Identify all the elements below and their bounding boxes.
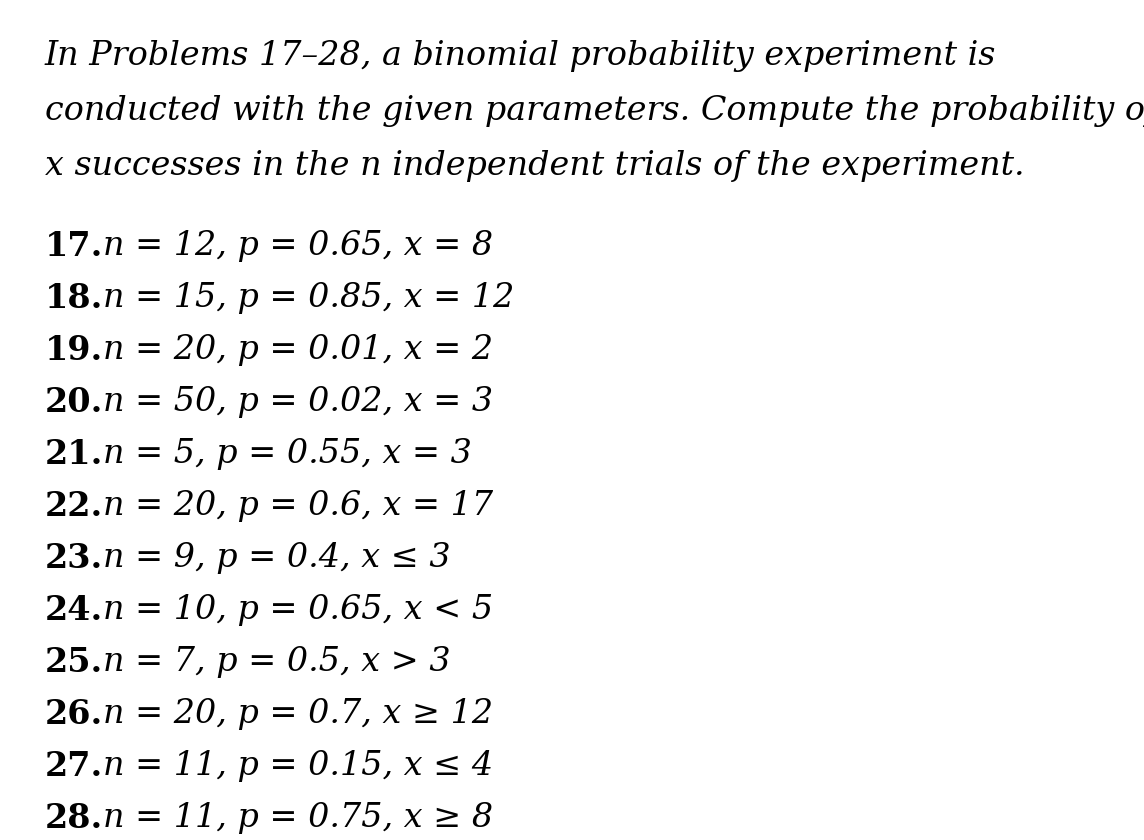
- Text: 24.: 24.: [45, 594, 103, 627]
- Text: n = 9, p = 0.4, x ≤ 3: n = 9, p = 0.4, x ≤ 3: [103, 542, 451, 574]
- Text: n = 12, p = 0.65, x = 8: n = 12, p = 0.65, x = 8: [103, 230, 493, 262]
- Text: n = 7, p = 0.5, x > 3: n = 7, p = 0.5, x > 3: [103, 646, 451, 678]
- Text: n = 20, p = 0.6, x = 17: n = 20, p = 0.6, x = 17: [103, 490, 493, 522]
- Text: n = 50, p = 0.02, x = 3: n = 50, p = 0.02, x = 3: [103, 386, 493, 418]
- Text: 22.: 22.: [45, 490, 103, 523]
- Text: 26.: 26.: [45, 698, 103, 731]
- Text: n = 20, p = 0.7, x ≥ 12: n = 20, p = 0.7, x ≥ 12: [103, 698, 493, 730]
- Text: x successes in the n independent trials of the experiment.: x successes in the n independent trials …: [45, 150, 1025, 182]
- Text: 21.: 21.: [45, 438, 103, 471]
- Text: 17.: 17.: [45, 230, 103, 263]
- Text: 20.: 20.: [45, 386, 103, 419]
- Text: In Problems 17–28, a binomial probability experiment is: In Problems 17–28, a binomial probabilit…: [45, 40, 996, 72]
- Text: conducted with the given parameters. Compute the probability of: conducted with the given parameters. Com…: [45, 95, 1144, 127]
- Text: n = 20, p = 0.01, x = 2: n = 20, p = 0.01, x = 2: [103, 334, 493, 366]
- Text: 18.: 18.: [45, 282, 103, 315]
- Text: n = 15, p = 0.85, x = 12: n = 15, p = 0.85, x = 12: [103, 282, 515, 314]
- Text: n = 11, p = 0.75, x ≥ 8: n = 11, p = 0.75, x ≥ 8: [103, 802, 493, 834]
- Text: n = 5, p = 0.55, x = 3: n = 5, p = 0.55, x = 3: [103, 438, 471, 470]
- Text: n = 11, p = 0.15, x ≤ 4: n = 11, p = 0.15, x ≤ 4: [103, 750, 493, 782]
- Text: 19.: 19.: [45, 334, 103, 367]
- Text: 25.: 25.: [45, 646, 103, 679]
- Text: n = 10, p = 0.65, x < 5: n = 10, p = 0.65, x < 5: [103, 594, 493, 626]
- Text: 27.: 27.: [45, 750, 103, 783]
- Text: 23.: 23.: [45, 542, 103, 575]
- Text: 28.: 28.: [45, 802, 103, 835]
